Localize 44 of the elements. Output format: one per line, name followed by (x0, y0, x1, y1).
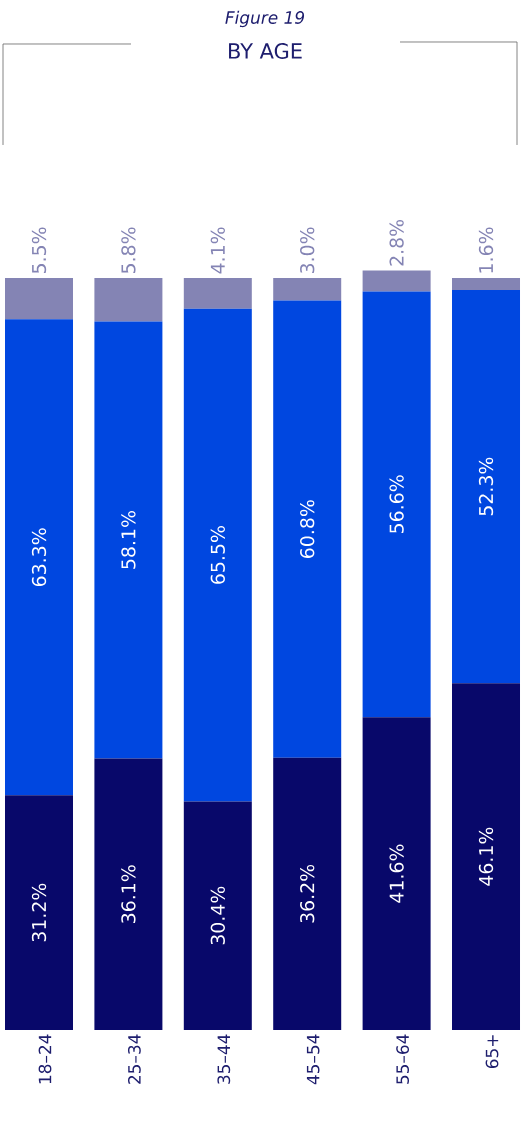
data-label: 31.2% (31, 883, 47, 942)
data-label: 36.2% (300, 864, 315, 923)
x-tick-label: 18–24 (38, 1034, 52, 1084)
bar (94, 321, 163, 759)
data-label: 65.5% (210, 526, 225, 584)
x-tick-label: 35–44 (217, 1034, 231, 1084)
x-tick-label: 45–54 (306, 1034, 320, 1085)
bar (94, 277, 163, 322)
data-label: 46.1% (478, 827, 494, 886)
data-label: 56.6% (389, 475, 404, 533)
data-label: 63.3% (31, 528, 47, 587)
bar (5, 319, 73, 796)
chart-subtitle: Figure 19 (225, 10, 305, 28)
data-label: 5.8% (121, 227, 136, 274)
data-label: 52.3% (478, 457, 494, 516)
data-label: 41.6% (389, 844, 404, 903)
data-label: 36.1% (121, 865, 136, 923)
bar (273, 277, 342, 301)
data-label: 58.1% (121, 511, 136, 569)
bar (452, 683, 521, 1030)
bar (183, 277, 252, 309)
bar (362, 291, 431, 718)
x-tick-label: 55–64 (396, 1034, 410, 1084)
data-label: 4.1% (210, 227, 225, 274)
x-tick-label: 25–34 (127, 1034, 141, 1084)
bar (183, 308, 252, 802)
data-label: 3.0% (300, 227, 315, 274)
bar (362, 717, 431, 1030)
bar (94, 758, 163, 1030)
data-label: 5.5% (31, 227, 47, 274)
data-label: 30.4% (210, 886, 225, 945)
bar (183, 801, 252, 1030)
data-label: 60.8% (300, 500, 315, 558)
data-label: 1.6% (478, 227, 494, 273)
bar (5, 795, 73, 1030)
bar (362, 270, 431, 292)
bar (273, 300, 342, 758)
x-tick-label: 65+ (485, 1035, 499, 1069)
bar (452, 290, 521, 684)
bar (452, 277, 521, 291)
data-label: 2.8% (389, 219, 404, 266)
bar (273, 757, 342, 1030)
chart-title: BY AGE (229, 43, 302, 59)
bar (5, 277, 73, 320)
